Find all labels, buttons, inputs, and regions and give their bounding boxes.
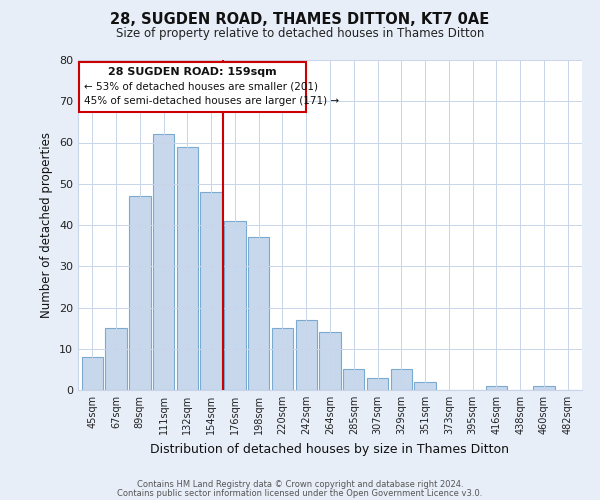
Bar [391, 370, 412, 390]
Bar [129, 196, 151, 390]
Text: 45% of semi-detached houses are larger (171) →: 45% of semi-detached houses are larger (… [84, 96, 339, 106]
Bar [319, 332, 341, 390]
Bar [176, 146, 198, 390]
Bar [343, 370, 364, 390]
Text: 28 SUGDEN ROAD: 159sqm: 28 SUGDEN ROAD: 159sqm [109, 68, 277, 78]
Text: Contains public sector information licensed under the Open Government Licence v3: Contains public sector information licen… [118, 488, 482, 498]
Bar [367, 378, 388, 390]
Bar [486, 386, 507, 390]
Bar [296, 320, 317, 390]
Bar [82, 357, 103, 390]
X-axis label: Distribution of detached houses by size in Thames Ditton: Distribution of detached houses by size … [151, 442, 509, 456]
Y-axis label: Number of detached properties: Number of detached properties [40, 132, 53, 318]
Bar [272, 328, 293, 390]
Bar [533, 386, 554, 390]
Text: Size of property relative to detached houses in Thames Ditton: Size of property relative to detached ho… [116, 28, 484, 40]
Bar [153, 134, 174, 390]
Bar [224, 221, 245, 390]
Bar [106, 328, 127, 390]
FancyBboxPatch shape [79, 62, 306, 112]
Text: Contains HM Land Registry data © Crown copyright and database right 2024.: Contains HM Land Registry data © Crown c… [137, 480, 463, 489]
Bar [200, 192, 222, 390]
Bar [248, 238, 269, 390]
Text: ← 53% of detached houses are smaller (201): ← 53% of detached houses are smaller (20… [84, 82, 318, 92]
Text: 28, SUGDEN ROAD, THAMES DITTON, KT7 0AE: 28, SUGDEN ROAD, THAMES DITTON, KT7 0AE [110, 12, 490, 28]
Bar [415, 382, 436, 390]
